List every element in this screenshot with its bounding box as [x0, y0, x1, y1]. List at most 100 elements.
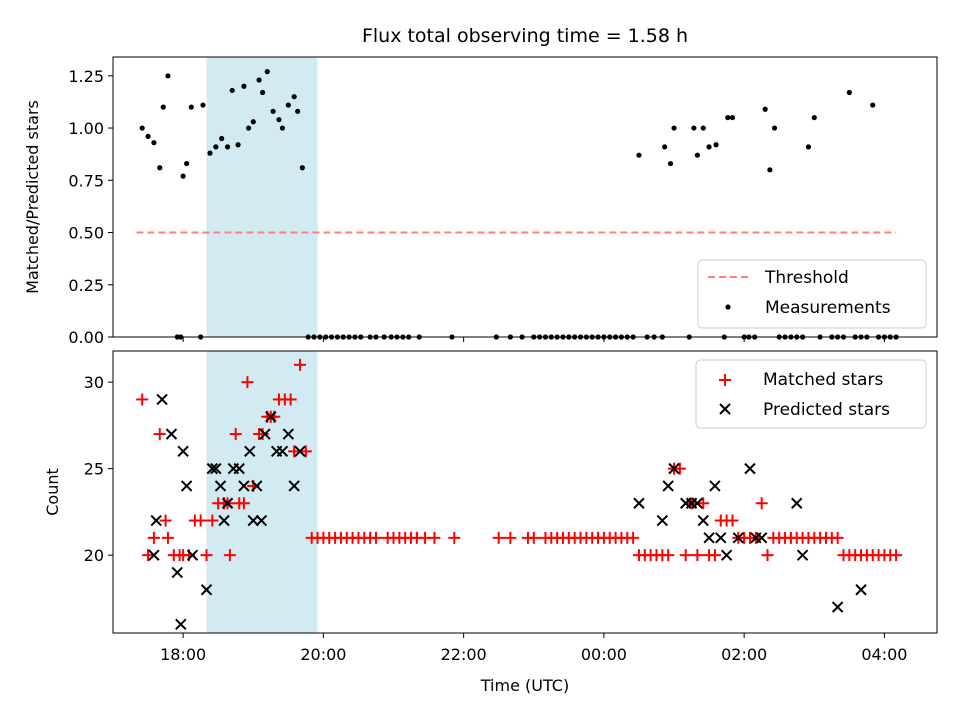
measurement-point [767, 167, 773, 173]
predicted-star-marker [691, 497, 704, 509]
predicted-star-marker [755, 532, 768, 544]
predicted-marker-b [259, 428, 271, 440]
matched-star-marker [223, 549, 236, 562]
measurement-point [870, 102, 876, 108]
predicted-star-marker [255, 514, 268, 527]
legend-matched-swatch [719, 374, 731, 386]
measurement-point [671, 125, 677, 131]
predicted-star-marker [265, 411, 277, 423]
predicted-marker-b [697, 514, 709, 527]
matched-star-marker [284, 393, 297, 406]
predicted-star-marker [218, 514, 230, 527]
predicted-star-marker [720, 549, 733, 561]
top-panel: 0.00 0.25 0.50 0.75 1.00 1.25 Matched/Predict… [23, 56, 938, 347]
measurement-point [157, 165, 163, 171]
predicted-marker-b [720, 549, 733, 561]
measurement-point [299, 165, 305, 171]
predicted-marker-b [282, 428, 295, 440]
predicted-marker-b [288, 480, 300, 492]
matched-star-marker [161, 531, 174, 544]
measurement-point [662, 144, 668, 150]
predicted-marker-b [294, 445, 306, 458]
predicted-star-marker [180, 480, 193, 492]
x-tick-label: 04:00 [861, 645, 907, 664]
measurement-point [706, 144, 712, 150]
predicted-star-marker [221, 497, 234, 509]
predicted-marker-b [796, 549, 809, 561]
predicted-marker-b [233, 462, 245, 475]
predicted-star-marker [210, 462, 222, 475]
matched-star-marker [229, 428, 242, 441]
measurement-point [846, 89, 852, 96]
predicted-star-marker [668, 462, 680, 475]
predicted-star-marker [715, 532, 727, 544]
predicted-marker-b [206, 462, 219, 475]
predicted-star-marker [633, 497, 645, 509]
measurement-point [245, 125, 252, 131]
predicted-marker-b [709, 480, 721, 492]
measurement-point [295, 108, 301, 114]
predicted-marker-b [244, 445, 256, 458]
matched-star-marker [194, 514, 207, 527]
measurement-point [188, 104, 194, 110]
measurement-point [805, 144, 812, 150]
predicted-star-marker [697, 514, 709, 527]
measurement-point [160, 104, 166, 110]
legend-measurements-label: Measurements [765, 298, 891, 318]
measurement-point [241, 83, 247, 89]
predicted-star-marker [282, 428, 295, 440]
predicted-marker-b [855, 584, 867, 596]
predicted-star-marker [247, 514, 259, 527]
measurement-point [276, 117, 282, 123]
predicted-star-marker [656, 514, 669, 527]
predicted-marker-b [732, 532, 745, 544]
predicted-star-marker [796, 549, 809, 561]
matched-star-marker [726, 514, 739, 527]
measurement-point [264, 69, 270, 75]
predicted-star-marker [214, 480, 227, 492]
predicted-star-marker [251, 480, 263, 492]
top-plot-frame [112, 56, 938, 338]
predicted-marker-b [177, 445, 189, 458]
measurement-point [207, 150, 213, 156]
x-tick-label: 22:00 [441, 645, 487, 664]
predicted-marker-b [791, 497, 803, 509]
measurement-point [213, 144, 219, 150]
matched-star-marker [294, 358, 307, 371]
predicted-star-marker [233, 462, 245, 475]
predicted-marker-b [633, 497, 645, 509]
measurement-point [260, 89, 266, 96]
predicted-marker-b [148, 549, 160, 561]
predicted-star-marker [175, 618, 187, 631]
matched-star-marker [200, 549, 213, 562]
matched-star-marker [527, 531, 540, 544]
predicted-marker-b [165, 428, 178, 440]
bottom-legend: Matched stars Predicted stars [695, 359, 927, 429]
predicted-star-marker [259, 428, 271, 440]
matched-star-marker [492, 531, 505, 544]
top-y-tick-label: 0.75 [68, 171, 104, 190]
matched-star-marker [153, 428, 166, 441]
measurement-point [811, 114, 817, 121]
top-y-tick-label: 0.25 [68, 276, 104, 295]
x-tick-label: 20:00 [300, 645, 346, 664]
chart-title: Flux total observing time = 1.58 h [362, 25, 688, 47]
predicted-star-marker [732, 532, 745, 544]
matched-star-marker [627, 531, 640, 544]
matched-star-marker [206, 514, 219, 527]
predicted-star-marker [709, 480, 721, 492]
predicted-marker-b [150, 514, 162, 527]
predicted-marker-b [691, 497, 704, 509]
bottom-y-tick-label: 25 [84, 460, 104, 479]
legend-predicted-label: Predicted stars [763, 400, 890, 420]
measurement-point [691, 125, 697, 131]
matched-star-marker [662, 549, 675, 562]
bottom-y-tick-label: 20 [84, 546, 104, 565]
measurement-point [725, 114, 731, 121]
matched-star-marker [755, 497, 768, 510]
matched-star-marker [237, 497, 250, 510]
matched-star-marker [369, 531, 382, 544]
predicted-star-marker [855, 584, 867, 596]
predicted-star-marker [294, 445, 306, 458]
